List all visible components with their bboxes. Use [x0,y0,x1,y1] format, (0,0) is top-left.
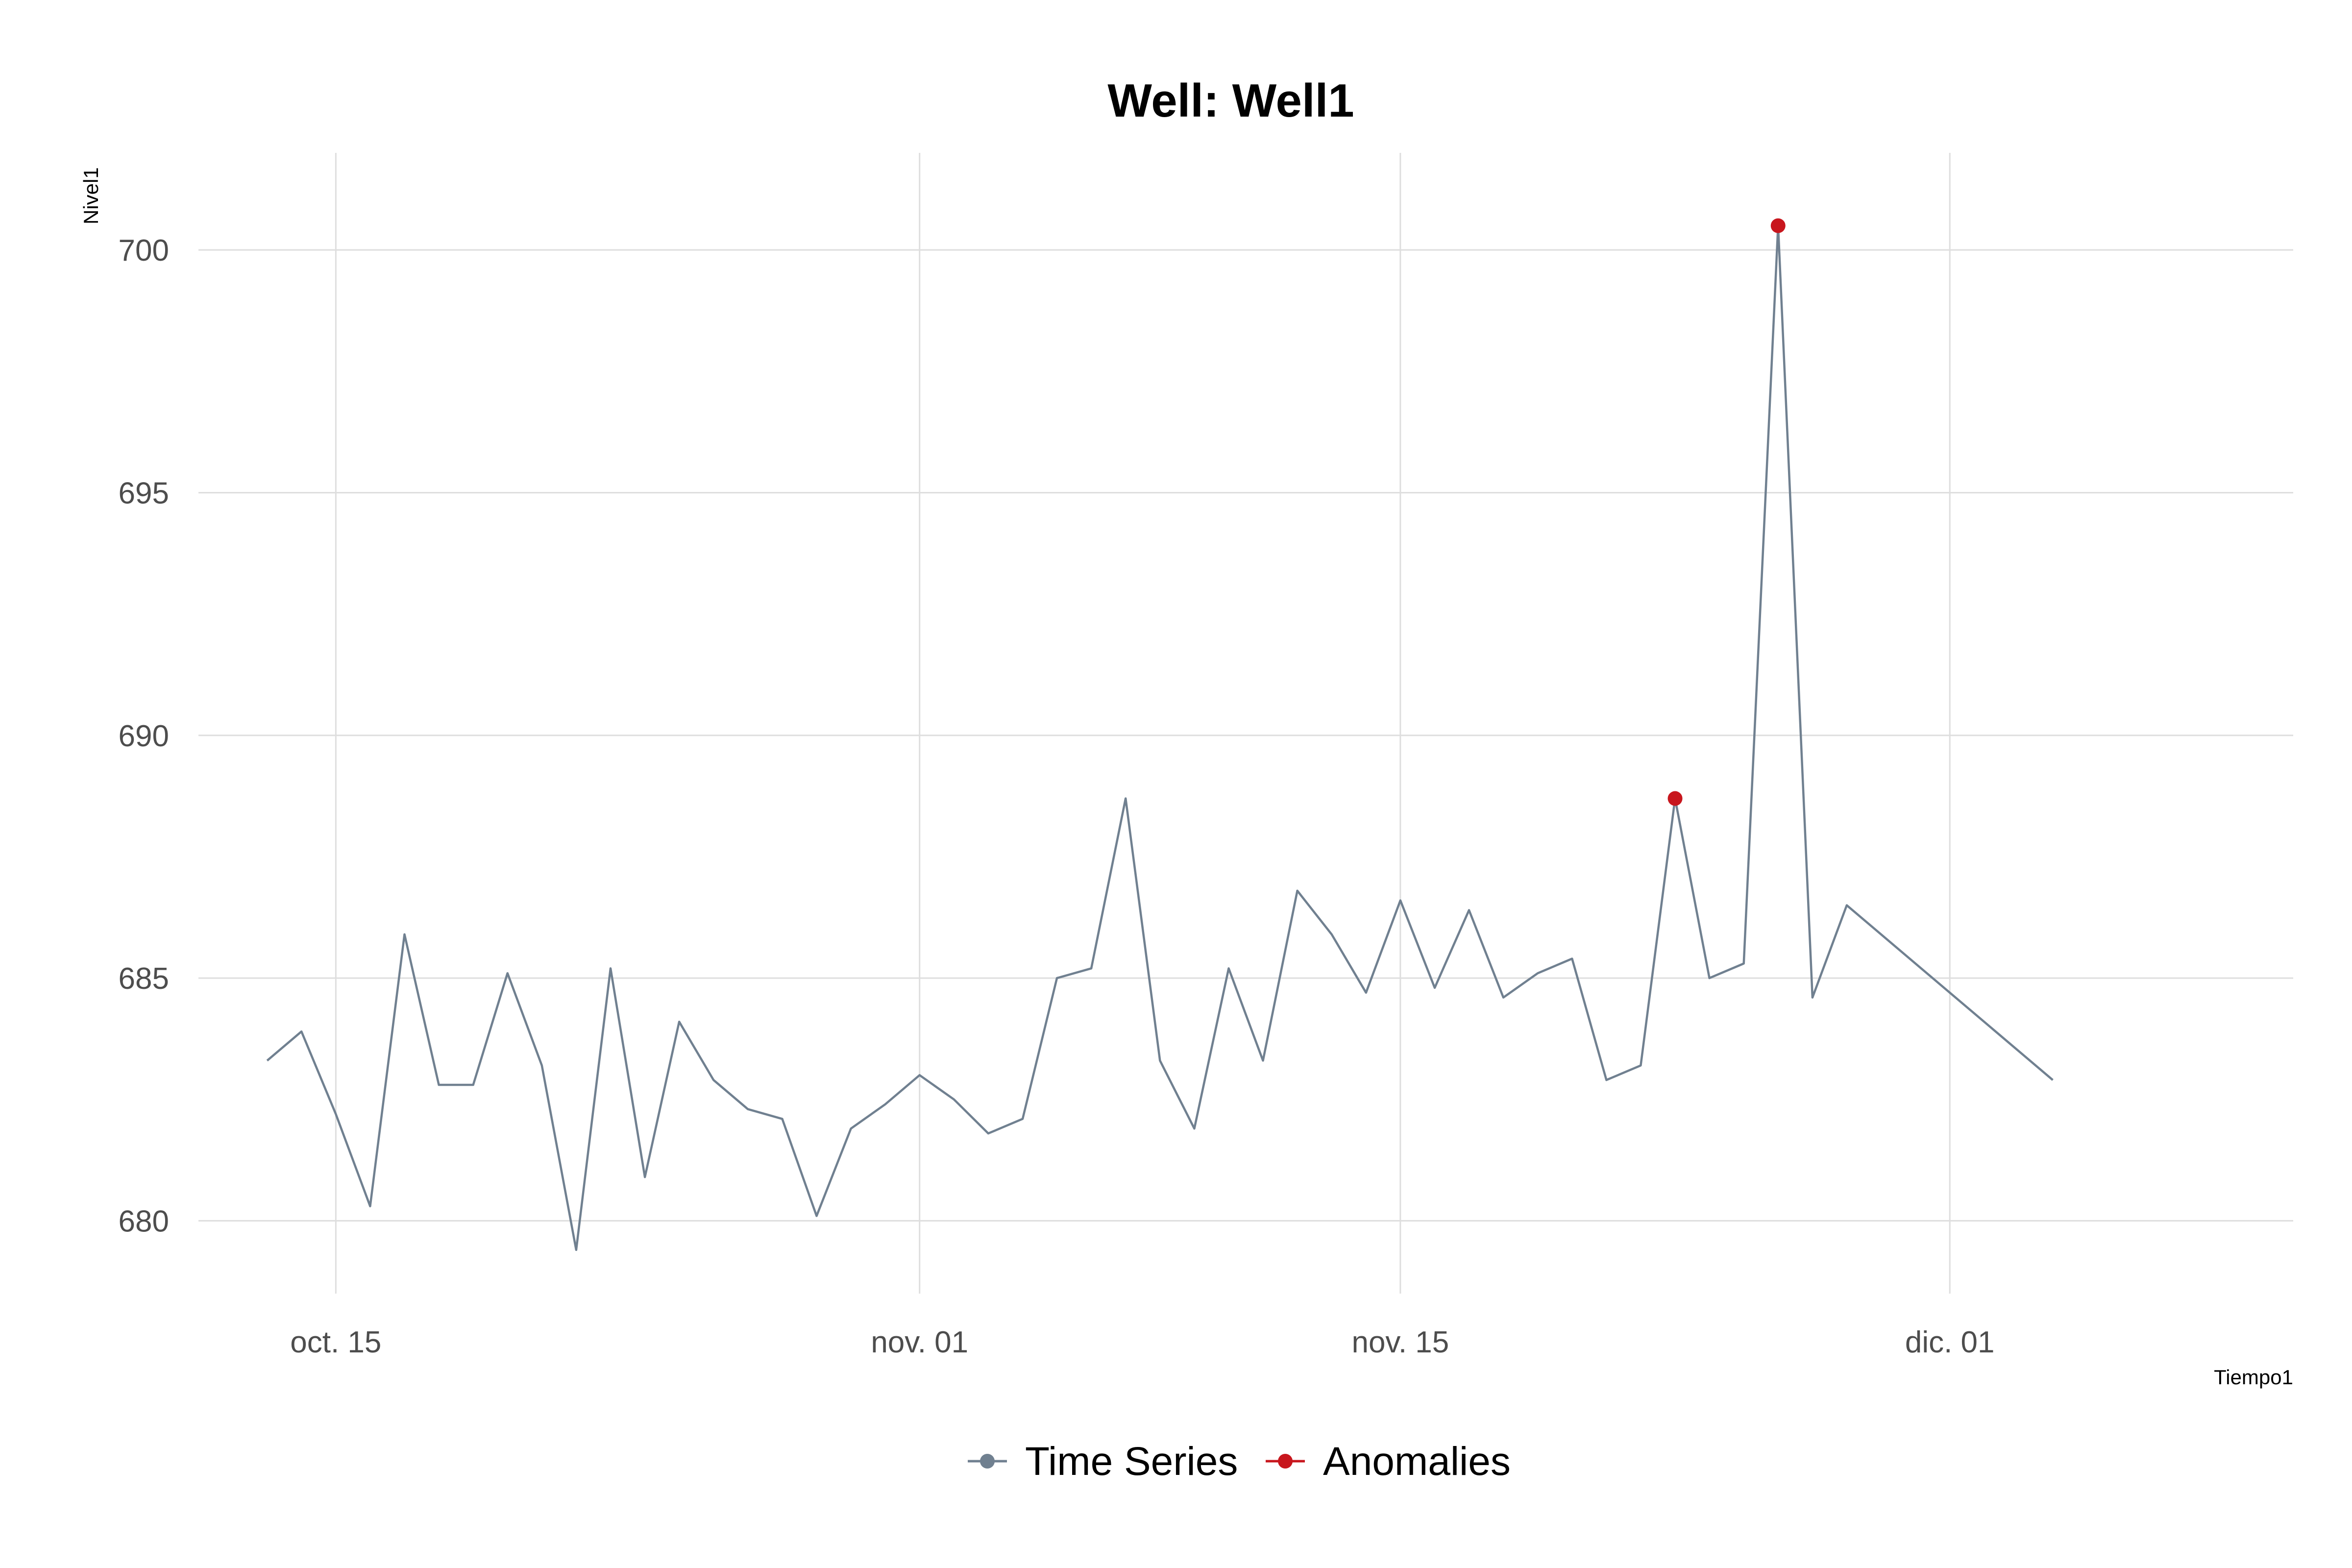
y-axis-ticks: 680 685 690 695 700 [119,234,169,1238]
x-tick-label-2023-10-15: oct. 15 [290,1325,381,1359]
anomaly-points-layer [1667,218,1786,806]
y-tick-label-695: 695 [119,476,169,510]
x-tick-label-2023-12-01: dic. 01 [1905,1325,1995,1359]
anomaly-point-1 [1770,218,1786,233]
anomaly-point-0 [1667,791,1683,806]
grid [198,153,2293,1294]
legend-item-anomalies: Anomalies [1266,1439,1511,1484]
series-line-time-series [266,224,2054,1251]
x-axis-title: Tiempo1 [2214,1366,2293,1389]
legend: Time Series Anomalies [968,1439,1511,1484]
legend-swatch-anomalies-dot [1278,1454,1293,1469]
legend-item-time-series: Time Series [968,1439,1238,1484]
y-axis-title: Nivel1 [79,167,102,224]
legend-swatch-time-series-dot [980,1454,995,1469]
y-tick-label-700: 700 [119,234,169,268]
x-tick-label-2023-11-15: nov. 15 [1351,1325,1449,1359]
x-tick-label-2023-11-01: nov. 01 [871,1325,968,1359]
legend-label-time-series: Time Series [1025,1439,1238,1484]
y-tick-label-680: 680 [119,1204,169,1238]
x-axis-ticks: oct. 15 nov. 01 nov. 15 dic. 01 [290,1325,1994,1359]
y-tick-label-690: 690 [119,719,169,753]
time-series-layer [266,224,2054,1251]
chart-title: Well: Well1 [1107,74,1354,127]
legend-label-anomalies: Anomalies [1323,1439,1511,1484]
y-tick-label-685: 685 [119,962,169,996]
